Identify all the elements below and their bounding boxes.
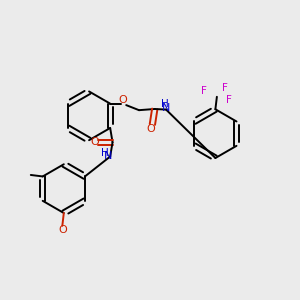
Text: O: O [58, 225, 67, 235]
Text: F: F [222, 83, 228, 94]
Text: O: O [147, 124, 156, 134]
Text: N: N [162, 103, 170, 113]
Text: N: N [104, 151, 112, 160]
Text: O: O [90, 137, 99, 147]
Text: F: F [202, 86, 207, 96]
Text: O: O [118, 95, 127, 105]
Text: H: H [101, 148, 109, 158]
Text: F: F [226, 95, 232, 105]
Text: H: H [161, 99, 168, 109]
